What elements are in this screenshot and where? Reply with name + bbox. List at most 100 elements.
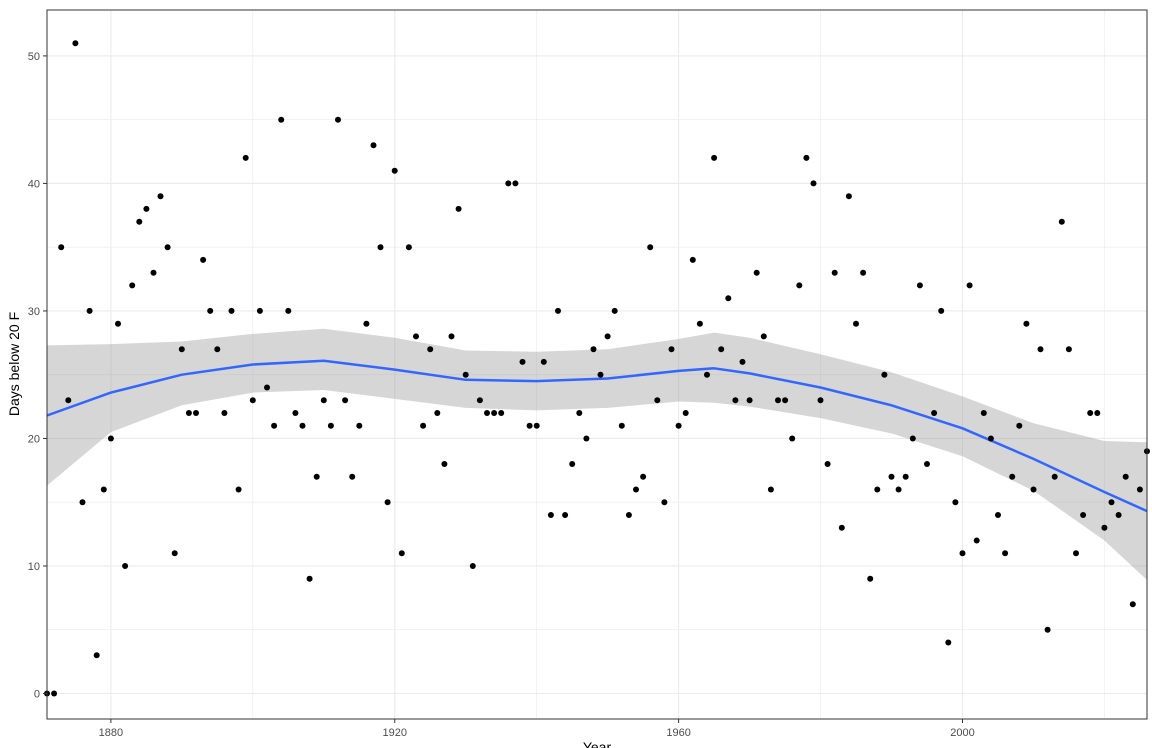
x-tick-label: 2000 [950,727,974,739]
data-point [1002,550,1009,557]
data-point [1044,626,1051,633]
data-point [980,410,987,416]
data-point [235,486,242,493]
data-point [555,307,561,314]
data-point [739,358,746,365]
data-point [753,269,760,276]
data-point [1087,410,1094,416]
data-point [171,550,178,557]
data-point [597,371,604,378]
data-point [512,180,519,187]
data-point [817,397,824,404]
data-point [1136,486,1143,493]
data-point [718,346,725,353]
axes: 1880 1920 1960 2000 0 10 20 30 40 50 [28,51,975,739]
data-point [1051,473,1058,480]
data-point [185,410,192,416]
data-point [526,422,533,429]
data-point [618,422,625,429]
data-point [462,371,469,378]
x-axis-title: Year [583,739,612,748]
data-point [611,307,618,314]
data-point [292,410,299,416]
data-point [164,244,171,251]
data-point [803,154,810,161]
data-point [107,435,114,442]
data-point [853,320,859,327]
data-point [1129,601,1136,608]
data-point [888,473,895,480]
data-point [455,205,462,212]
data-point [661,499,668,506]
data-point [675,422,682,429]
data-point [413,333,419,340]
data-point [725,295,732,302]
data-point [647,244,654,251]
data-point [115,320,121,327]
data-point [668,346,675,353]
data-point [704,371,710,378]
data-point [491,410,498,416]
data-point [264,384,270,391]
y-tick-label: 0 [34,688,40,700]
data-point [1073,550,1079,557]
data-point [590,346,597,353]
data-point [696,320,703,327]
data-point [72,40,79,47]
data-point [640,473,647,480]
data-point [767,486,774,493]
data-point [867,575,874,582]
data-point [931,410,938,416]
data-point [1108,499,1115,506]
data-point [93,652,100,659]
smooth-trend-line [46,359,1148,513]
confidence-band-layer [47,328,1147,580]
data-point [86,307,93,314]
data-point [441,461,448,467]
x-tick-label: 1960 [666,727,690,739]
confidence-band [47,328,1147,580]
data-point [1016,422,1023,429]
data-point [1023,320,1030,327]
data-point [1101,524,1108,531]
data-point [51,690,58,697]
data-point [633,486,639,493]
data-point [405,244,412,251]
data-point [122,563,129,569]
data-point [363,320,370,327]
data-point [342,397,349,404]
data-point [370,142,377,149]
data-point [100,486,107,493]
data-point [327,422,334,429]
data-point [789,435,796,442]
data-point [895,486,902,493]
data-point [469,563,476,569]
data-point [604,333,611,340]
smooth-line-layer [46,359,1148,513]
data-point [242,154,249,161]
data-point [377,244,384,251]
data-point [193,410,199,416]
data-point [306,575,313,582]
data-point [796,282,803,289]
data-point [207,307,214,314]
data-point [824,461,831,467]
data-point [271,422,278,429]
data-point [58,244,65,251]
data-point [335,116,341,123]
data-point [838,524,845,531]
data-point [732,397,739,404]
data-point [711,154,718,161]
data-point [547,512,554,518]
data-point [1037,346,1044,353]
data-point [228,307,235,314]
data-point [484,410,490,416]
data-point [519,358,526,365]
data-point [654,397,661,404]
data-point [434,410,441,416]
data-point [533,422,540,429]
data-point [562,512,569,518]
data-point [420,422,427,429]
x-tick-label: 1920 [382,727,406,739]
data-point [782,397,789,404]
